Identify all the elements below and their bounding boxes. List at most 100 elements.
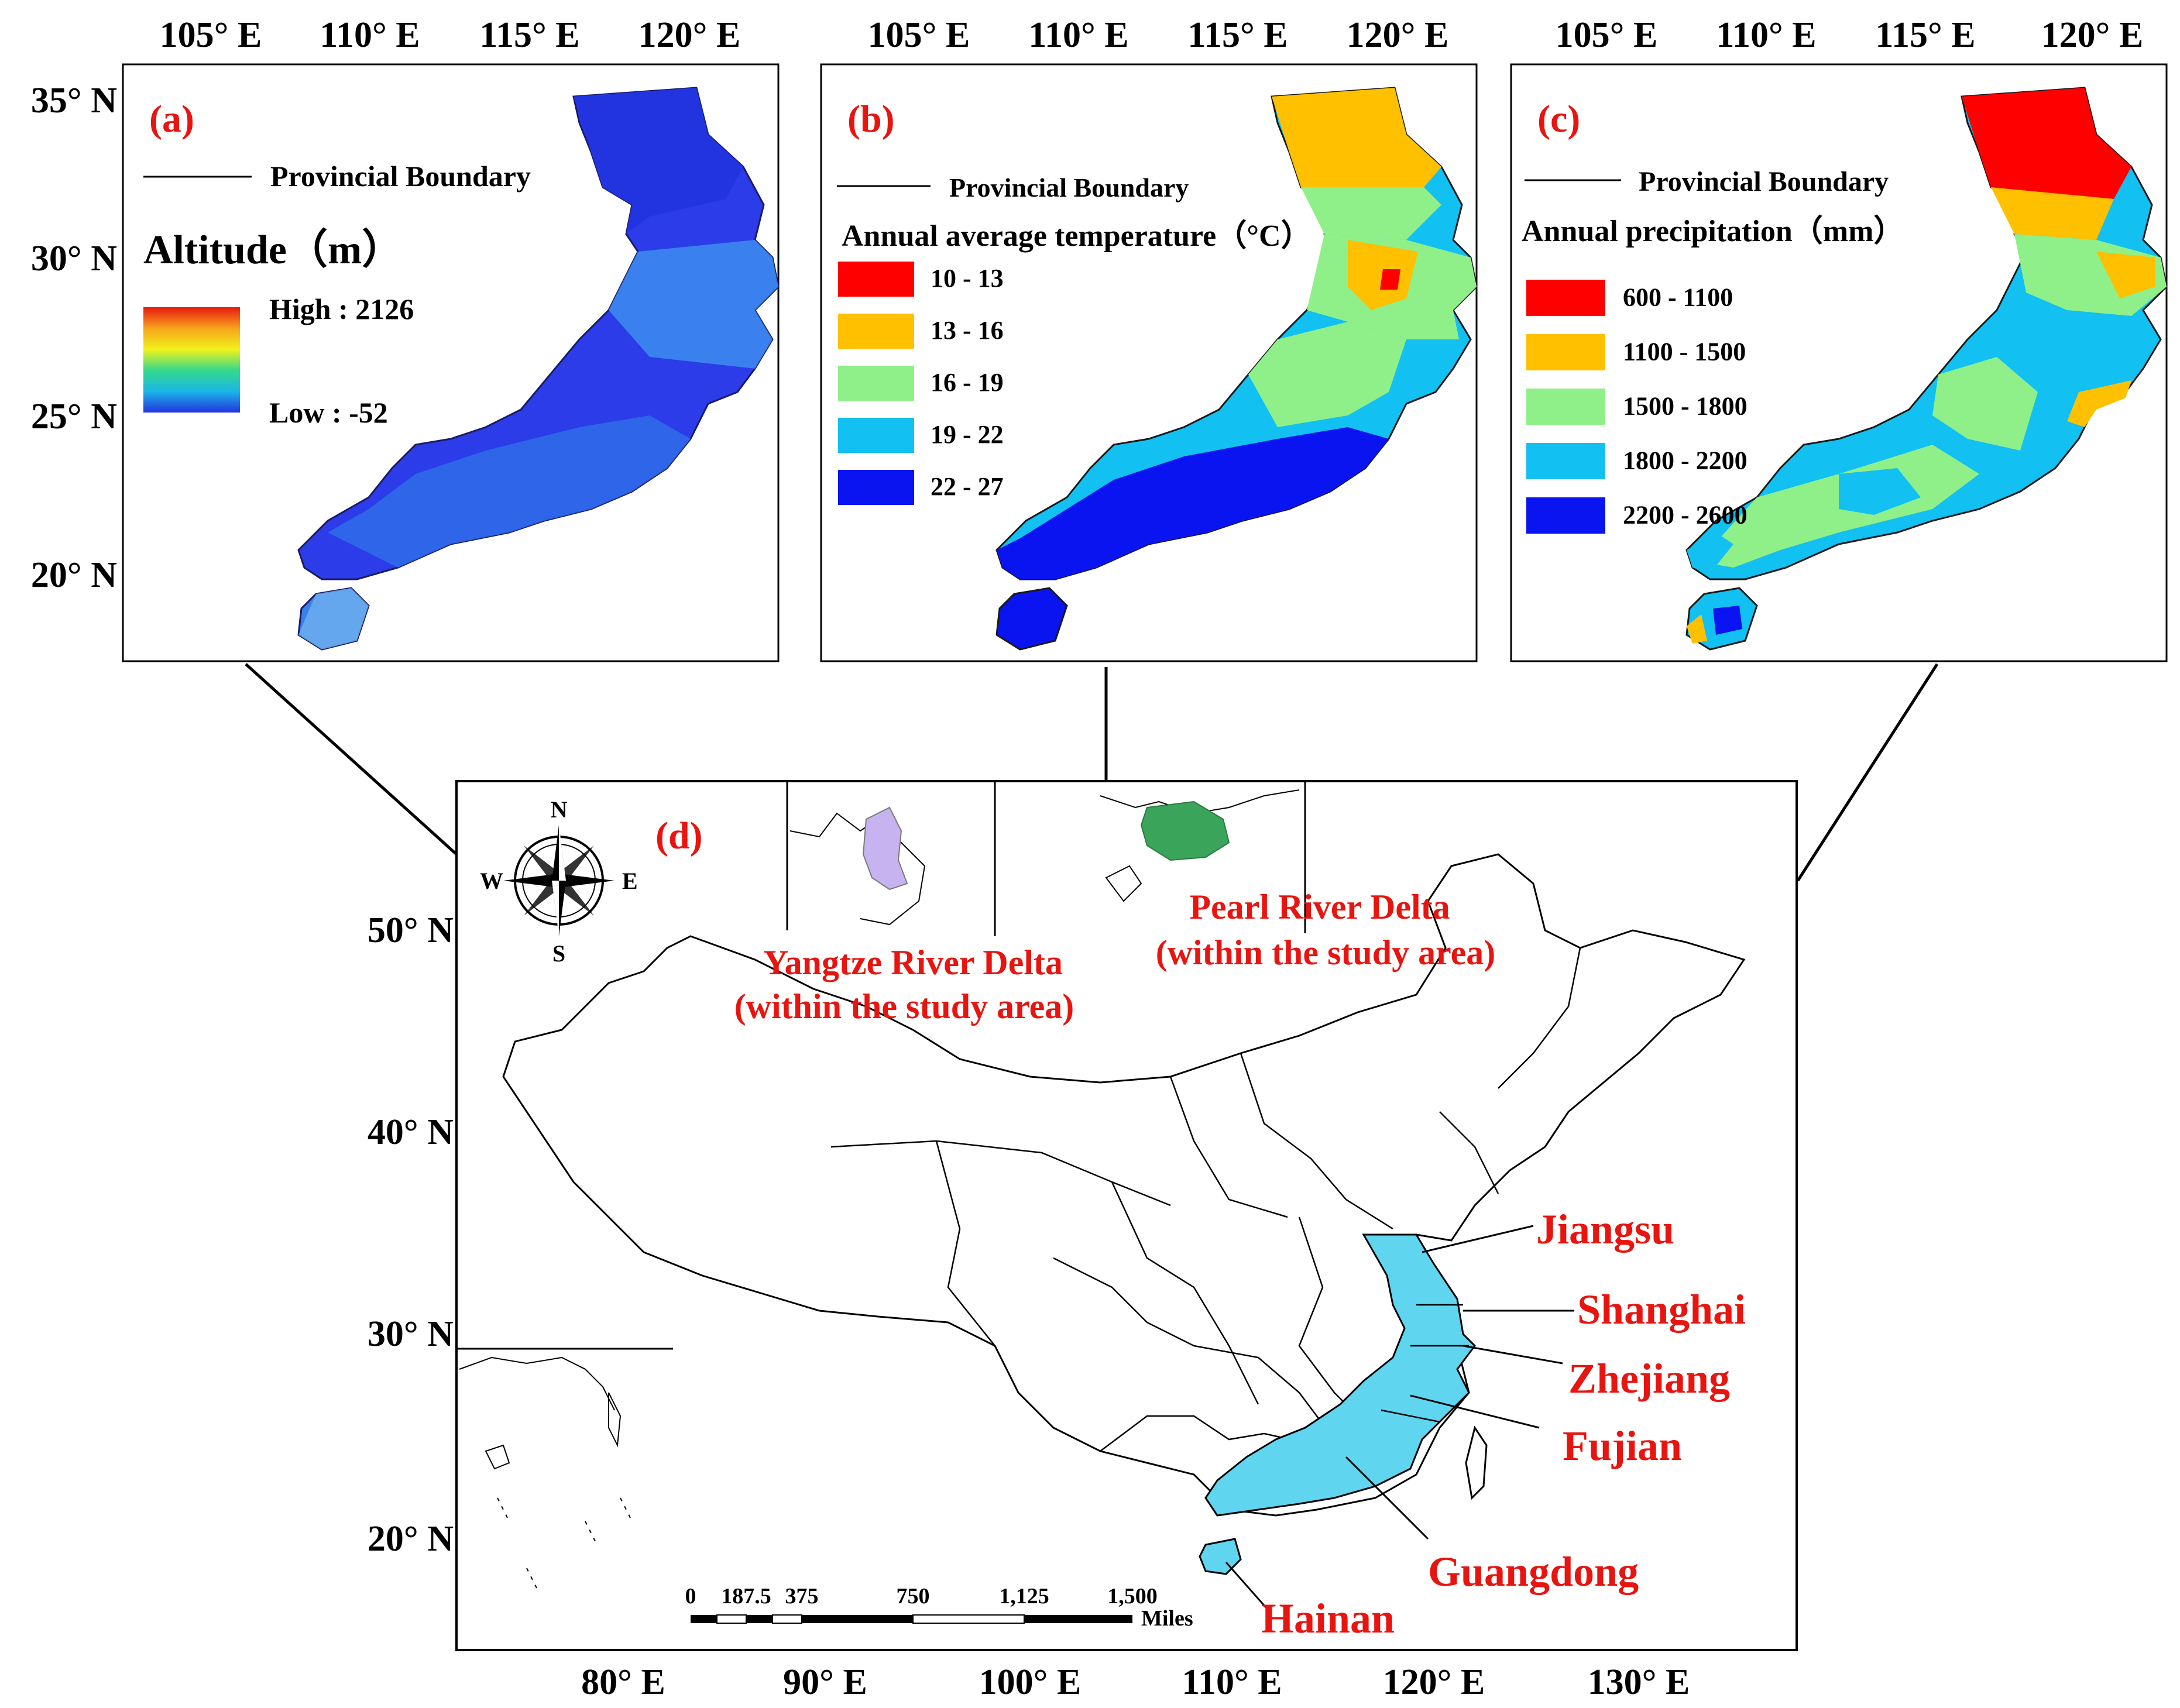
scale-tick-label: 187.5: [721, 1584, 771, 1609]
lon-label: 80° E: [581, 1662, 665, 1702]
legend-class-label: 600 - 1100: [1623, 283, 1733, 312]
legend-swatch: [838, 262, 914, 297]
panel-b-map: [995, 87, 1478, 651]
legend-class-label: 1100 - 1500: [1623, 338, 1746, 366]
lon-label: 120° E: [2041, 15, 2144, 55]
lon-label: 130° E: [1588, 1662, 1690, 1702]
top-longitude-labels-c: 105° E 110° E 115° E 120° E: [1556, 15, 2144, 55]
taiwan-outline: [1465, 1425, 1488, 1500]
legend-class-label: 2200 - 2600: [1623, 501, 1748, 530]
panel-d: (d) N S E W Yangtze River Delta (within …: [455, 780, 1798, 1651]
lat-label: 35° N: [31, 81, 117, 121]
compass-n-label: N: [551, 796, 568, 823]
panel-a-letter: (a): [149, 98, 194, 140]
lon-label: 110° E: [1028, 15, 1128, 55]
legend-swatch: [1526, 443, 1605, 479]
legend-class-label: 1500 - 1800: [1623, 392, 1748, 421]
panel-b: (b) Provincial Boundary Annual average t…: [820, 63, 1478, 662]
legend-swatch: [838, 366, 914, 401]
lat-label: 50° N: [368, 910, 454, 950]
scale-tick-label: 1,125: [999, 1584, 1049, 1609]
lon-label: 90° E: [783, 1662, 867, 1702]
legend-class-label: 13 - 16: [931, 316, 1004, 345]
prd-label-line1: Pearl River Delta: [1189, 888, 1450, 926]
scale-tick-label: 1,500: [1107, 1584, 1158, 1609]
legend-swatch: [1526, 497, 1605, 534]
left-latitude-labels-d: 50° N 40° N 30° N 20° N: [368, 910, 454, 1559]
compass-s-label: S: [552, 940, 565, 967]
lat-label: 30° N: [368, 1314, 454, 1354]
temperature-legend: 10 - 13 13 - 16 16 - 19 19 - 22 22 - 27: [838, 262, 1004, 505]
pearl-river-delta-inset: [1100, 781, 1306, 933]
panel-c-letter: (c): [1537, 98, 1580, 140]
legend-class-label: 1800 - 2200: [1623, 446, 1748, 475]
panel-a: (a) Provincial Boundary Altitude（m） High…: [122, 63, 780, 662]
lon-label: 115° E: [1187, 15, 1288, 55]
study-area-coastal-provinces: [1204, 1233, 1476, 1517]
legend-swatch: [1526, 334, 1605, 370]
top-longitude-labels-a: 105° E 110° E 115° E 120° E: [160, 15, 741, 55]
lon-label: 105° E: [160, 15, 262, 55]
legend-class-label: 19 - 22: [931, 420, 1004, 449]
lat-label: 20° N: [368, 1519, 454, 1559]
panel-a-legend-title: Altitude（m）: [143, 227, 403, 273]
lon-label: 120° E: [1347, 15, 1449, 55]
top-longitude-labels-b: 105° E 110° E 115° E 120° E: [868, 15, 1449, 55]
label-fujian: Fujian: [1563, 1422, 1682, 1469]
panel-c-legend-title: Annual precipitation（mm）: [1522, 214, 1904, 248]
province-leader-lines: [1225, 1225, 1574, 1613]
panel-c-map: [1685, 87, 2168, 651]
left-latitude-labels-top: 35° N 30° N 25° N 20° N: [31, 81, 117, 595]
scale-tick-label: 750: [897, 1584, 930, 1609]
panel-d-frame: [455, 780, 1798, 1651]
legend-swatch: [838, 470, 914, 505]
lat-label: 20° N: [31, 555, 117, 595]
legend-class-label: 16 - 19: [931, 368, 1004, 397]
legend-swatch: [1526, 280, 1605, 316]
lon-label: 100° E: [979, 1662, 1082, 1702]
lon-label: 110° E: [320, 15, 420, 55]
lat-label: 40° N: [368, 1112, 454, 1152]
lon-label: 115° E: [479, 15, 579, 55]
lat-label: 25° N: [31, 397, 117, 437]
lon-label: 105° E: [1556, 15, 1658, 55]
legend-class-label: 22 - 27: [931, 472, 1004, 501]
altitude-low-label: Low : -52: [269, 396, 388, 429]
panel-c-boundary-label: Provincial Boundary: [1639, 166, 1889, 197]
lon-label: 120° E: [1383, 1662, 1485, 1702]
yangtze-river-delta-inset: [786, 781, 996, 936]
altitude-color-ramp: [143, 307, 240, 413]
scale-unit-label: Miles: [1141, 1606, 1193, 1631]
yrd-label-line1: Yangtze River Delta: [763, 943, 1063, 982]
connector-lines: [245, 663, 1939, 882]
label-zhejiang: Zhejiang: [1568, 1355, 1730, 1402]
label-shanghai: Shanghai: [1577, 1286, 1746, 1333]
altitude-high-label: High : 2126: [269, 293, 414, 325]
panel-b-letter: (b): [847, 98, 895, 140]
bottom-longitude-labels-d: 80° E 90° E 100° E 110° E 120° E 130° E: [581, 1662, 1690, 1702]
lat-label: 30° N: [31, 239, 117, 279]
scale-tick-label: 375: [785, 1584, 819, 1609]
hainan-study-area: [1199, 1538, 1242, 1575]
panel-b-legend-title: Annual average temperature（°C）: [842, 219, 1312, 253]
panel-b-boundary-label: Provincial Boundary: [949, 173, 1189, 202]
lon-label: 110° E: [1716, 15, 1816, 55]
legend-swatch: [1526, 389, 1605, 425]
lon-label: 105° E: [868, 15, 970, 55]
lon-label: 120° E: [638, 15, 741, 55]
compass-w-label: W: [480, 868, 503, 894]
label-jiangsu: Jiangsu: [1536, 1206, 1674, 1253]
south-china-sea-inset: [456, 1348, 673, 1592]
scale-bar: 0 187.5 375 750 1,125 1,500 Miles: [685, 1584, 1193, 1631]
panel-d-letter: (d): [655, 815, 703, 857]
yrd-label-line2: (within the study area): [734, 987, 1074, 1026]
precipitation-legend: 600 - 1100 1100 - 1500 1500 - 1800 1800 - 2…: [1526, 280, 1748, 534]
prd-label-line2: (within the study area): [1156, 933, 1496, 972]
panel-a-map: [297, 87, 780, 651]
compass-e-label: E: [622, 868, 638, 894]
compass-rose: N S E W: [480, 796, 638, 967]
panel-a-boundary-label: Provincial Boundary: [270, 160, 531, 193]
legend-class-label: 10 - 13: [931, 264, 1004, 293]
lon-label: 115° E: [1875, 15, 1975, 55]
